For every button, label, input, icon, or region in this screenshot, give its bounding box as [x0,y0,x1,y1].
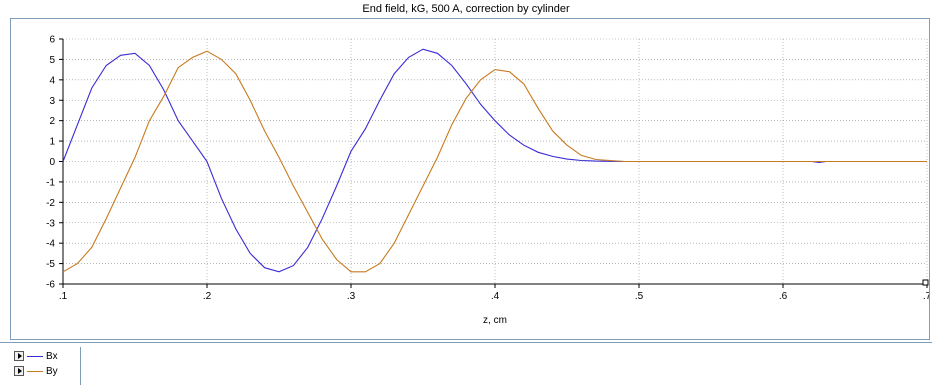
y-tick-label: 0 [49,157,55,168]
series-line-bx [62,48,927,273]
y-tick-label: -4 [46,239,55,250]
y-tick-label: -1 [46,177,55,188]
y-tick-label: -3 [46,218,55,229]
x-tick-label: .4 [491,291,500,302]
x-tick-label: .6 [779,291,788,302]
series-line-by [62,50,927,273]
legend-swatch [27,370,43,372]
y-tick-label: 2 [49,116,55,127]
y-tick-label: 5 [49,55,55,66]
legend-label: By [46,365,58,377]
x-tick-label: .7 [923,291,929,302]
y-tick-label: -5 [46,259,55,270]
chart-title: End field, kG, 500 A, correction by cyli… [362,3,570,15]
y-tick-label: 4 [49,75,55,86]
legend-panel: Bx By [0,342,932,385]
y-tick-label: 3 [49,96,55,107]
zoom-handle[interactable] [922,279,929,286]
plot-frame: 6 5 4 3 2 1 0 -1 -2 -3 -4 -5 -6 .1 .2 .3 .4 .5 .6 .7 z, cm [10,18,930,340]
line-chart: 6 5 4 3 2 1 0 -1 -2 -3 -4 -5 -6 .1 .2 .3 .4 .5 .6 .7 z, cm [46,35,929,327]
legend-swatch [27,355,43,357]
y-tick-label: -2 [46,198,55,209]
y-tick-label: 1 [49,137,55,148]
legend-item-bx[interactable]: Bx [14,349,58,363]
x-tick-label: .5 [635,291,644,302]
x-tick-label: .2 [203,291,212,302]
legend-item-by[interactable]: By [14,364,58,378]
expand-arrow-icon[interactable] [14,351,24,361]
y-tick-label: -6 [46,280,55,291]
x-tick-label: .3 [347,291,356,302]
x-tick-label: .1 [59,291,68,302]
legend-label: Bx [46,350,58,362]
x-axis-label: z, cm [483,315,507,326]
expand-arrow-icon[interactable] [14,366,24,376]
y-tick-label: 6 [49,35,55,46]
legend-box: Bx By [8,347,81,385]
